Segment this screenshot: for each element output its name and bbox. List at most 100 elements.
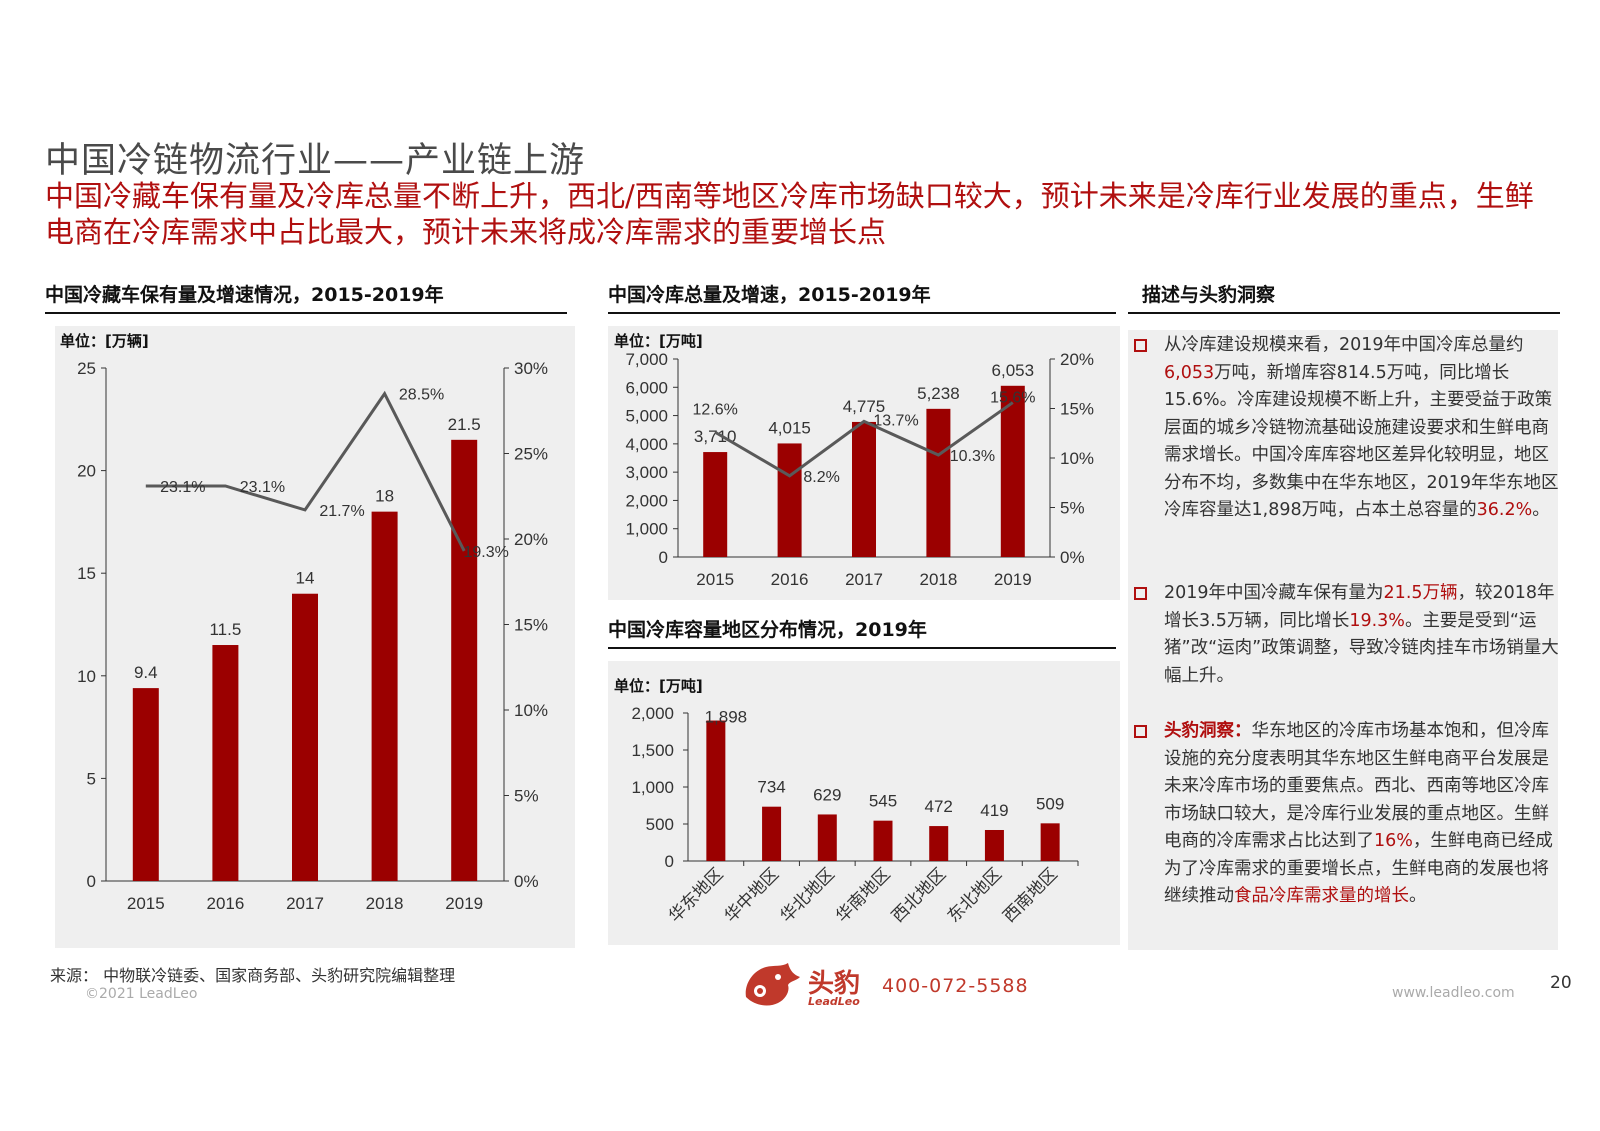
storage-chart: 0 1,000 2,000 3,000 4,000 5,000 6,000 7,000 0% 5%…	[625, 350, 1094, 589]
y-tick-label: 4,000	[625, 435, 668, 454]
y2-tick-label: 0%	[1060, 548, 1085, 567]
insight-text-3: 头豹洞察：华东地区的冷库市场基本饱和，但冷库设施的充分度表明其华东地区生鲜电商平…	[1164, 721, 1553, 906]
y-tick-label: 5,000	[625, 407, 668, 426]
y-tick-label: 7,000	[625, 350, 668, 369]
mid-top-chart-unit: 单位：[万吨]	[614, 332, 703, 350]
bar-value-label: 734	[757, 778, 785, 797]
x-tick-label: 2018	[366, 894, 404, 913]
insight-panel	[1128, 330, 1558, 950]
y-tick-label: 6,000	[625, 378, 668, 397]
growth-point-label: 13.7%	[873, 412, 918, 429]
y-tick-label: 1,000	[625, 520, 668, 539]
bar	[873, 820, 893, 861]
mid-bottom-chart-title: 中国冷库容量地区分布情况，2019年	[608, 619, 927, 641]
y2-tick-label: 5%	[1060, 499, 1085, 518]
x-tick-label: 2017	[286, 894, 324, 913]
growth-point-label: 23.1%	[240, 479, 285, 496]
brand-name-en: LeadLeo	[808, 995, 860, 1008]
x-tick-label: 华北地区	[777, 864, 839, 926]
x-tick-label: 2015	[127, 894, 165, 913]
vehicle-chart: 0 5 10 15 20 25 0% 5% 10% 15% 20% 25% 30% 9.4 2015 11.5…	[77, 359, 548, 913]
insight-text-1: 从冷库建设规模来看，2019年中国冷库总量约6,053万吨，新增库容814.5万…	[1164, 335, 1559, 520]
bar	[852, 421, 876, 557]
left-chart-title: 中国冷藏车保有量及增速情况，2015-2019年	[45, 284, 444, 306]
y-tick-label: 1,000	[631, 778, 674, 797]
page-number: 20	[1550, 973, 1572, 993]
x-tick-label: 2019	[994, 570, 1032, 589]
bar	[929, 826, 949, 861]
bullet-square-icon	[1134, 587, 1147, 600]
page-subtitle: 中国冷藏车保有量及冷库总量不断上升，西北/西南等地区冷库市场缺口较大，预计未来是…	[45, 179, 1534, 249]
bar	[371, 511, 398, 881]
leopard-logo-icon	[745, 963, 800, 1006]
bar-value-label: 3,710	[694, 427, 737, 446]
bar	[1000, 385, 1025, 557]
x-tick-label: 华东地区	[665, 864, 727, 926]
y-tick-label: 2,000	[631, 704, 674, 723]
bar-value-label: 9.4	[134, 663, 158, 682]
y2-tick-label: 30%	[514, 359, 548, 378]
copyright: ©2021 LeadLeo	[85, 986, 198, 1002]
bar-value-label: 4,015	[768, 418, 811, 437]
bar-value-label: 1,898	[705, 708, 748, 727]
bar-value-label: 11.5	[209, 620, 241, 639]
x-tick-label: 华南地区	[832, 864, 894, 926]
bar-value-label: 545	[869, 792, 897, 811]
growth-point-label: 10.3%	[950, 448, 995, 465]
left-chart-unit: 单位：[万辆]	[60, 332, 149, 350]
source-note: 来源： 中物联冷链委、国家商务部、头豹研究院编辑整理	[50, 966, 456, 985]
mid-top-title-rule	[608, 312, 1116, 314]
bar-value-label: 509	[1036, 794, 1064, 813]
bar-value-label: 14	[296, 569, 315, 588]
insight-title: 描述与头豹洞察	[1142, 284, 1276, 306]
x-tick-label: 西南地区	[999, 864, 1061, 926]
growth-point-label: 28.5%	[399, 387, 444, 404]
y-tick-label: 25	[77, 359, 96, 378]
phone-number: 400-072-5588	[882, 975, 1029, 997]
bar	[132, 688, 159, 881]
growth-line	[145, 390, 466, 552]
mid-bottom-chart-panel	[608, 661, 1120, 945]
y2-tick-label: 20%	[514, 530, 548, 549]
y-tick-label: 5	[87, 769, 96, 788]
bar	[706, 720, 726, 861]
page-title: 中国冷链物流行业——产业链上游	[45, 141, 586, 181]
y-tick-label: 0	[665, 852, 674, 871]
y-tick-label: 3,000	[625, 463, 668, 482]
bar	[1040, 823, 1060, 861]
insight-bullet-2: 2019年中国冷藏车保有量为21.5万辆，较2018年增长3.5万辆，同比增长1…	[1134, 580, 1564, 690]
x-tick-label: 2017	[845, 570, 883, 589]
bar	[777, 443, 802, 557]
y-tick-label: 10	[77, 667, 96, 686]
bar	[817, 814, 837, 861]
y2-tick-label: 5%	[514, 787, 539, 806]
bar-value-label: 472	[925, 797, 953, 816]
mid-bottom-title-rule	[608, 647, 1116, 649]
insight-title-rule	[1128, 312, 1560, 314]
bar-value-label: 6,053	[992, 361, 1035, 380]
y-tick-label: 0	[87, 872, 96, 891]
mid-bottom-chart-unit: 单位：[万吨]	[614, 677, 703, 695]
bar	[984, 829, 1004, 861]
website-url: www.leadleo.com	[1392, 985, 1515, 1001]
bar	[451, 439, 478, 881]
growth-line	[714, 401, 1014, 478]
bullet-square-icon	[1134, 339, 1147, 352]
y2-tick-label: 10%	[1060, 449, 1094, 468]
insight-text-2: 2019年中国冷藏车保有量为21.5万辆，较2018年增长3.5万辆，同比增长1…	[1164, 583, 1559, 686]
left-title-rule	[45, 312, 567, 314]
region-chart: 0 500 1,000 1,500 2,000 1,898 华东地区 734 华中地区 629 华北…	[631, 704, 1079, 926]
bar	[703, 452, 728, 557]
y2-tick-label: 15%	[1060, 400, 1094, 419]
bar-value-label: 5,238	[917, 384, 960, 403]
x-tick-label: 东北地区	[944, 864, 1006, 926]
growth-point-label: 12.6%	[693, 401, 738, 418]
brand-name-cn: 头豹	[808, 969, 861, 999]
bar-value-label: 4,775	[843, 397, 886, 416]
x-tick-label: 华中地区	[721, 864, 783, 926]
x-tick-label: 2018	[919, 570, 957, 589]
y-tick-label: 1,500	[631, 741, 674, 760]
bar	[212, 645, 239, 881]
x-tick-label: 2015	[696, 570, 734, 589]
y-tick-label: 15	[77, 564, 96, 583]
